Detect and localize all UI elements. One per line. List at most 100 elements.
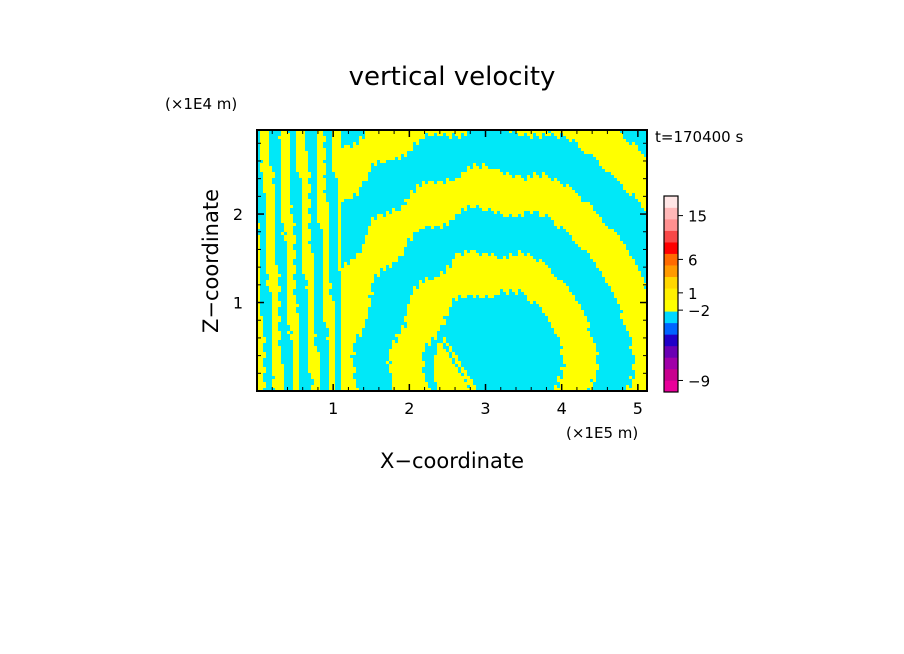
field-positive-cell — [632, 367, 647, 370]
field-positive-cell — [287, 316, 299, 319]
field-positive-cell — [293, 361, 299, 364]
field-positive-cell — [257, 316, 263, 319]
field-positive-cell — [371, 217, 374, 220]
field-positive-cell — [395, 334, 437, 337]
field-positive-cell — [323, 250, 329, 253]
field-positive-cell — [434, 358, 452, 361]
field-positive-cell — [563, 358, 596, 361]
field-positive-cell — [272, 301, 281, 304]
field-positive-cell — [461, 367, 464, 370]
field-positive-cell — [590, 256, 632, 259]
field-positive-cell — [323, 262, 329, 265]
field-positive-cell — [284, 238, 296, 241]
field-positive-cell — [434, 373, 461, 376]
field-positive-cell — [563, 370, 596, 373]
field-positive-cell — [263, 172, 275, 175]
field-positive-cell — [338, 187, 359, 190]
field-positive-cell — [557, 334, 590, 337]
field-positive-cell — [314, 379, 320, 382]
field-positive-cell — [467, 166, 470, 169]
field-positive-cell — [407, 307, 449, 310]
field-positive-cell — [572, 235, 620, 238]
field-positive-cell — [596, 157, 647, 160]
field-positive-cell — [266, 235, 275, 238]
field-positive-cell — [329, 358, 335, 361]
field-positive-cell — [482, 253, 488, 256]
field-positive-cell — [281, 199, 290, 202]
field-positive-cell — [620, 307, 647, 310]
field-positive-cell — [317, 220, 329, 223]
field-positive-cell — [272, 295, 278, 298]
field-positive-cell — [257, 256, 260, 259]
field-positive-cell — [623, 319, 647, 322]
field-positive-cell — [368, 232, 413, 235]
field-positive-cell — [551, 130, 620, 133]
field-positive-cell — [398, 337, 431, 340]
field-positive-cell — [377, 214, 383, 217]
field-positive-cell — [386, 361, 389, 364]
field-positive-cell — [551, 217, 602, 220]
field-positive-cell — [260, 136, 269, 139]
field-positive-cell — [518, 250, 521, 253]
field-positive-cell — [329, 328, 335, 331]
field-positive-cell — [605, 280, 644, 283]
field-positive-cell — [308, 301, 314, 304]
field-positive-cell — [323, 307, 335, 310]
field-positive-cell — [281, 157, 290, 160]
field-positive-cell — [377, 217, 455, 220]
field-positive-cell — [308, 349, 317, 352]
field-positive-cell — [281, 190, 290, 193]
field-positive-cell — [338, 262, 341, 265]
field-positive-cell — [257, 349, 263, 352]
field-positive-cell — [407, 304, 452, 307]
colorbar: −9 −21 6 15 — [663, 195, 710, 393]
field-positive-cell — [266, 280, 278, 283]
field-positive-cell — [302, 223, 308, 226]
field-positive-cell — [272, 298, 278, 301]
field-positive-cell — [341, 325, 365, 328]
field-positive-cell — [272, 334, 281, 337]
field-positive-cell — [440, 271, 443, 274]
field-positive-cell — [560, 337, 593, 340]
field-positive-cell — [302, 256, 314, 259]
field-positive-cell — [257, 307, 260, 310]
field-positive-cell — [437, 388, 476, 391]
colorbar-segment — [664, 276, 678, 289]
field-positive-cell — [338, 205, 341, 208]
field-positive-cell — [317, 148, 326, 151]
field-positive-cell — [338, 223, 341, 226]
field-positive-cell — [479, 295, 485, 298]
field-positive-cell — [284, 226, 293, 229]
field-positive-cell — [287, 313, 299, 316]
field-positive-cell — [272, 343, 278, 346]
field-positive-cell — [503, 289, 509, 292]
field-positive-cell — [491, 253, 494, 256]
field-positive-cell — [539, 214, 545, 217]
field-positive-cell — [272, 319, 281, 322]
field-positive-cell — [506, 172, 509, 175]
field-positive-cell — [260, 148, 269, 151]
field-positive-cell — [401, 208, 461, 211]
field-positive-cell — [371, 220, 449, 223]
field-positive-cell — [266, 208, 275, 211]
field-positive-cell — [446, 271, 551, 274]
colorbar-segment — [664, 322, 678, 335]
field-positive-cell — [614, 292, 647, 295]
field-positive-cell — [317, 163, 326, 166]
field-positive-cell — [287, 319, 299, 322]
field-positive-cell — [317, 184, 326, 187]
field-positive-cell — [338, 184, 362, 187]
field-positive-cell — [272, 304, 281, 307]
field-positive-cell — [341, 322, 365, 325]
field-positive-cell — [581, 148, 638, 151]
field-positive-cell — [452, 262, 545, 265]
field-positive-cell — [641, 202, 647, 205]
field-positive-cell — [632, 349, 647, 352]
field-positive-cell — [317, 181, 326, 184]
field-positive-cell — [260, 145, 269, 148]
field-positive-cell — [281, 142, 290, 145]
field-positive-cell — [359, 139, 419, 142]
field-positive-cell — [281, 169, 290, 172]
field-positive-cell — [302, 205, 311, 208]
field-positive-cell — [263, 187, 275, 190]
